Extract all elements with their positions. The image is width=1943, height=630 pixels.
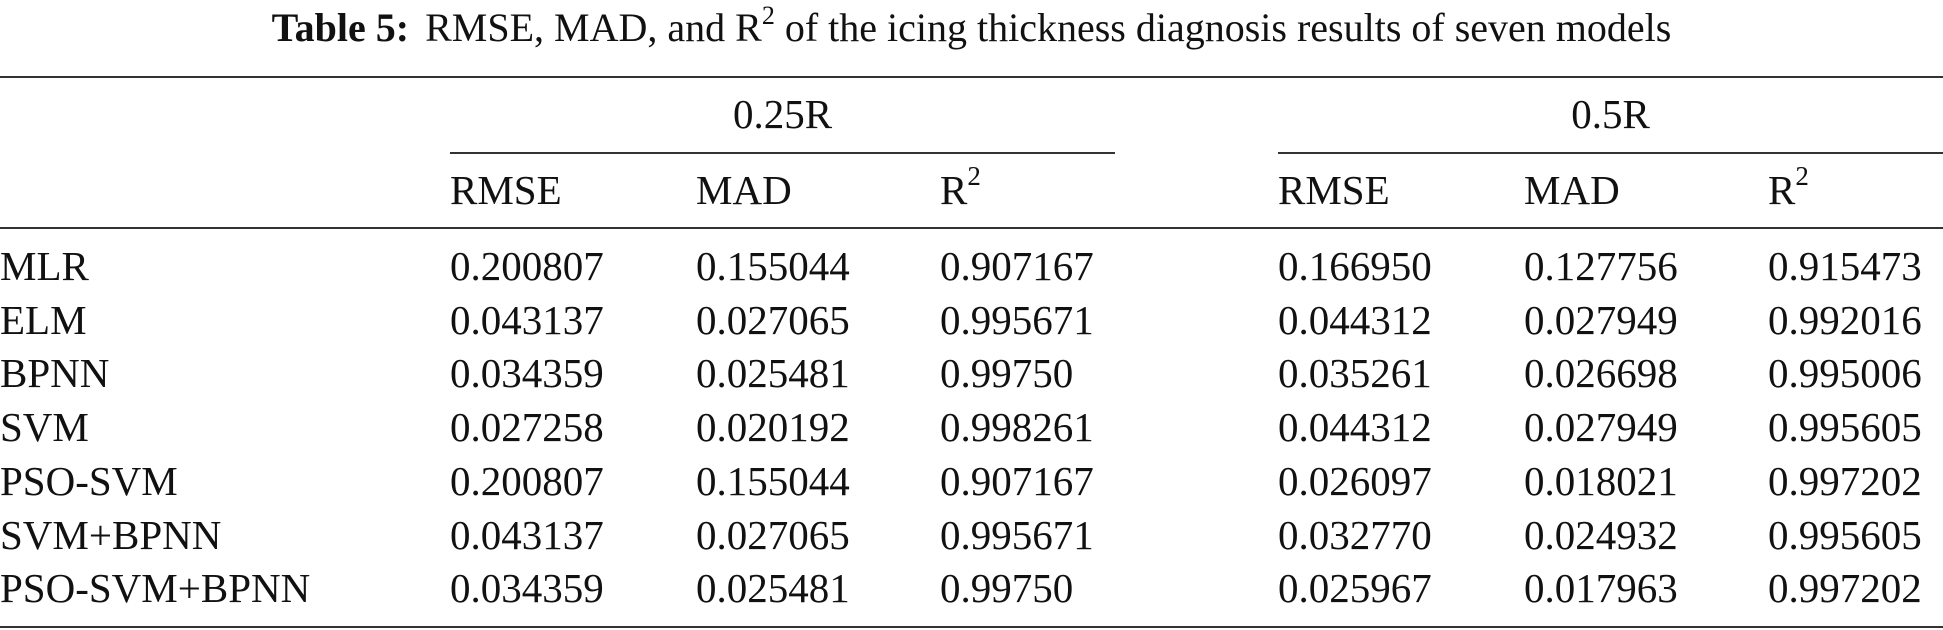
table-cell: 0.997202 [1768,565,1922,611]
header-rule [0,227,1943,229]
row-model-name: SVM+BPNN [0,512,222,558]
table-cell: 0.044312 [1278,404,1432,450]
table-cell: 0.166950 [1278,243,1432,289]
table-cell: 0.032770 [1278,512,1432,558]
table-cell: 0.995671 [940,512,1094,558]
caption-text: RMSE, MAD, and R [425,5,762,50]
group-rule-0.5R [1278,152,1943,154]
table-cell: 0.024932 [1524,512,1678,558]
row-model-name: ELM [0,297,87,343]
table-cell: 0.995671 [940,297,1094,343]
table-cell: 0.997202 [1768,458,1922,504]
table-cell: 0.025481 [696,350,850,396]
group-rule-0.25R [450,152,1115,154]
table-cell: 0.026097 [1278,458,1432,504]
column-header-r2: R2 [1768,161,1809,213]
table-bottom-rule [0,626,1943,628]
caption-text-rest: of the icing thickness diagnosis results… [774,5,1672,50]
table-caption: Table 5: RMSE, MAD, and R2 of the icing t… [0,0,1943,62]
table-cell: 0.017963 [1524,565,1678,611]
table-cell: 0.027065 [696,297,850,343]
table-cell: 0.99750 [940,350,1074,396]
table-cell: 0.018021 [1524,458,1678,504]
table-cell: 0.034359 [450,350,604,396]
table-cell: 0.907167 [940,458,1094,504]
table-cell: 0.044312 [1278,297,1432,343]
group-header-0.25R: 0.25R [732,91,833,137]
table-cell: 0.025967 [1278,565,1432,611]
table-cell: 0.127756 [1524,243,1678,289]
table-cell: 0.035261 [1278,350,1432,396]
table-cell: 0.027258 [450,404,604,450]
table-cell: 0.995605 [1768,404,1922,450]
group-header-0.5R: 0.5R [1571,91,1650,137]
table-cell: 0.200807 [450,458,604,504]
table-cell: 0.155044 [696,243,850,289]
table-cell: 0.155044 [696,458,850,504]
table-cell: 0.026698 [1524,350,1678,396]
table-cell: 0.915473 [1768,243,1922,289]
row-model-name: SVM [0,404,89,450]
column-header-mad: MAD [696,167,792,213]
table-cell: 0.043137 [450,297,604,343]
table-cell: 0.998261 [940,404,1094,450]
caption-superscript: 2 [761,0,775,30]
row-model-name: BPNN [0,350,110,396]
row-model-name: MLR [0,243,89,289]
table-cell: 0.992016 [1768,297,1922,343]
table-cell: 0.043137 [450,512,604,558]
column-header-mad: MAD [1524,167,1620,213]
table-label: Table 5: [271,5,410,50]
table-top-rule [0,76,1943,78]
row-model-name: PSO-SVM+BPNN [0,565,311,611]
table-cell: 0.025481 [696,565,850,611]
table-cell: 0.027065 [696,512,850,558]
table-cell: 0.995006 [1768,350,1922,396]
column-header-rmse: RMSE [450,167,562,213]
table-cell: 0.99750 [940,565,1074,611]
table-cell: 0.995605 [1768,512,1922,558]
table-cell: 0.907167 [940,243,1094,289]
column-header-rmse: RMSE [1278,167,1390,213]
table-cell: 0.027949 [1524,404,1678,450]
table-cell: 0.020192 [696,404,850,450]
table-cell: 0.027949 [1524,297,1678,343]
table-cell: 0.200807 [450,243,604,289]
row-model-name: PSO-SVM [0,458,178,504]
table-cell: 0.034359 [450,565,604,611]
column-header-r2: R2 [940,161,981,213]
